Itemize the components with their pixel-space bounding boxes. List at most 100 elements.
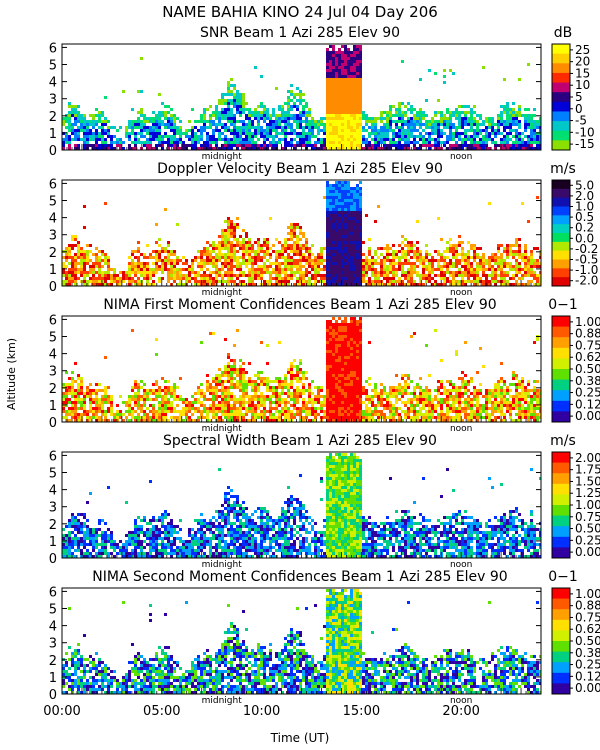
panel-unit: 0−1 [548, 569, 578, 585]
colorbar: 2.001.751.501.251.000.750.500.250.00 [551, 451, 600, 559]
y-tick-label: 1 [49, 399, 57, 414]
colorbar-swatch [552, 672, 570, 684]
colorbar-swatch [552, 241, 570, 252]
y-tick-label: 2 [49, 518, 57, 533]
colorbar-label: 10 [575, 78, 590, 92]
colorbar-swatch [552, 140, 570, 151]
colorbar-label: 0.38 [575, 646, 600, 660]
y-tick-label: 6 [49, 585, 57, 600]
colorbar-swatch [552, 411, 570, 423]
colorbar-label: -1.0 [575, 263, 598, 277]
y-tick-label: 3 [49, 637, 57, 652]
panel-title: SNR Beam 1 Azi 285 Elev 90 [200, 25, 400, 41]
y-axis-label: Altitude (km) [5, 338, 18, 410]
heatmap-field [62, 317, 541, 422]
panel-title: NIMA First Moment Confidences Beam 1 Azi… [103, 297, 496, 313]
x-axis-label: Time (UT) [270, 731, 330, 745]
y-tick-label: 4 [49, 348, 57, 363]
y-tick-label: 1 [49, 535, 57, 550]
y-tick-label: 3 [49, 365, 57, 380]
panel-title: Doppler Velocity Beam 1 Azi 285 Elev 90 [157, 161, 443, 177]
y-tick-label: 0 [49, 552, 57, 567]
panel-unit: 0−1 [548, 297, 578, 313]
y-tick-label: 5 [49, 603, 57, 618]
figure-title: NAME BAHIA KINO 24 Jul 04 Day 206 [162, 3, 438, 21]
colorbar-label: 0.50 [575, 362, 600, 376]
colorbar-label: 0.00 [575, 681, 600, 695]
colorbar-swatch [552, 662, 570, 674]
colorbar-swatch [552, 588, 570, 600]
colorbar-label: 2.00 [575, 451, 600, 465]
y-tick-label: 5 [49, 467, 57, 482]
colorbar-swatch [552, 536, 570, 548]
y-tick-label: 3 [49, 93, 57, 108]
panel-3: NIMA First Moment Confidences Beam 1 Azi… [49, 297, 600, 434]
colorbar-swatch [552, 494, 570, 506]
colorbar-swatch [552, 277, 570, 287]
colorbar-label: -2.0 [575, 274, 598, 288]
y-tick-label: 3 [49, 229, 57, 244]
colorbar-swatch [552, 598, 570, 610]
colorbar-swatch [552, 683, 570, 695]
colorbar-swatch [552, 390, 570, 402]
y-tick-label: 2 [49, 110, 57, 125]
y-tick-label: 4 [49, 76, 57, 91]
colorbar-label: 0.75 [575, 510, 600, 524]
colorbar-label: 25 [575, 43, 590, 57]
colorbar: 1.000.880.750.620.500.380.250.120.00 [551, 315, 600, 423]
colorbar-label: 1.75 [575, 463, 600, 477]
colorbar-swatch [552, 337, 570, 349]
colorbar-swatch [552, 233, 570, 243]
y-tick-label: 6 [49, 177, 57, 192]
colorbar-swatch [552, 505, 570, 517]
y-tick-label: 2 [49, 654, 57, 669]
colorbar-label: 0.88 [575, 327, 600, 341]
panel-title: NIMA Second Moment Confidences Beam 1 Az… [92, 569, 507, 585]
y-tick-label: 4 [49, 212, 57, 227]
colorbar-label: 5.0 [575, 178, 594, 192]
colorbar-label: 0.0 [575, 231, 594, 245]
y-tick-label: 6 [49, 449, 57, 464]
y-tick-label: 2 [49, 246, 57, 261]
colorbar-swatch [552, 462, 570, 474]
x-tick-label: 10:00 [243, 704, 280, 719]
panel-unit: dB [554, 25, 573, 41]
time-marker-label: noon [450, 696, 472, 706]
colorbar-swatch [552, 63, 570, 74]
panel-4: Spectral Width Beam 1 Azi 285 Elev 90 m/s… [49, 433, 600, 570]
y-tick-label: 6 [49, 313, 57, 328]
time-marker-label: midnight [202, 696, 243, 706]
colorbar-label: 1.00 [575, 498, 600, 512]
colorbar-label: 0.38 [575, 374, 600, 388]
colorbar-label: -0.5 [575, 253, 598, 267]
colorbar-swatch [552, 526, 570, 538]
colorbar-swatch [552, 547, 570, 559]
colorbar-swatch [552, 641, 570, 653]
y-tick-label: 5 [49, 59, 57, 74]
y-tick-label: 0 [49, 416, 57, 431]
colorbar-label: 0.2 [575, 221, 594, 235]
colorbar-swatch [552, 92, 570, 103]
time-marker-label: midnight [202, 152, 243, 162]
y-tick-label: 2 [49, 382, 57, 397]
colorbar-swatch [552, 215, 570, 225]
colorbar-label: 0.25 [575, 386, 600, 400]
colorbar-label: 0 [575, 102, 583, 116]
colorbar-swatch [552, 483, 570, 495]
colorbar: 5.02.01.00.50.20.0-0.2-0.5-1.0-2.0 [551, 178, 598, 288]
time-marker-label: midnight [202, 424, 243, 434]
colorbar-label: 0.75 [575, 610, 600, 624]
heatmap-field [62, 45, 541, 150]
colorbar-label: 0.12 [575, 669, 600, 683]
colorbar-label: 0.62 [575, 622, 600, 636]
time-marker-label: noon [450, 560, 472, 570]
colorbar-label: -5 [575, 114, 587, 128]
colorbar-label: 1.25 [575, 486, 600, 500]
y-tick-label: 6 [49, 41, 57, 56]
colorbar-swatch [552, 651, 570, 663]
colorbar-swatch [552, 53, 570, 64]
y-tick-label: 4 [49, 484, 57, 499]
colorbar-label: 0.50 [575, 634, 600, 648]
colorbar-swatch [552, 121, 570, 132]
colorbar-swatch [552, 473, 570, 485]
